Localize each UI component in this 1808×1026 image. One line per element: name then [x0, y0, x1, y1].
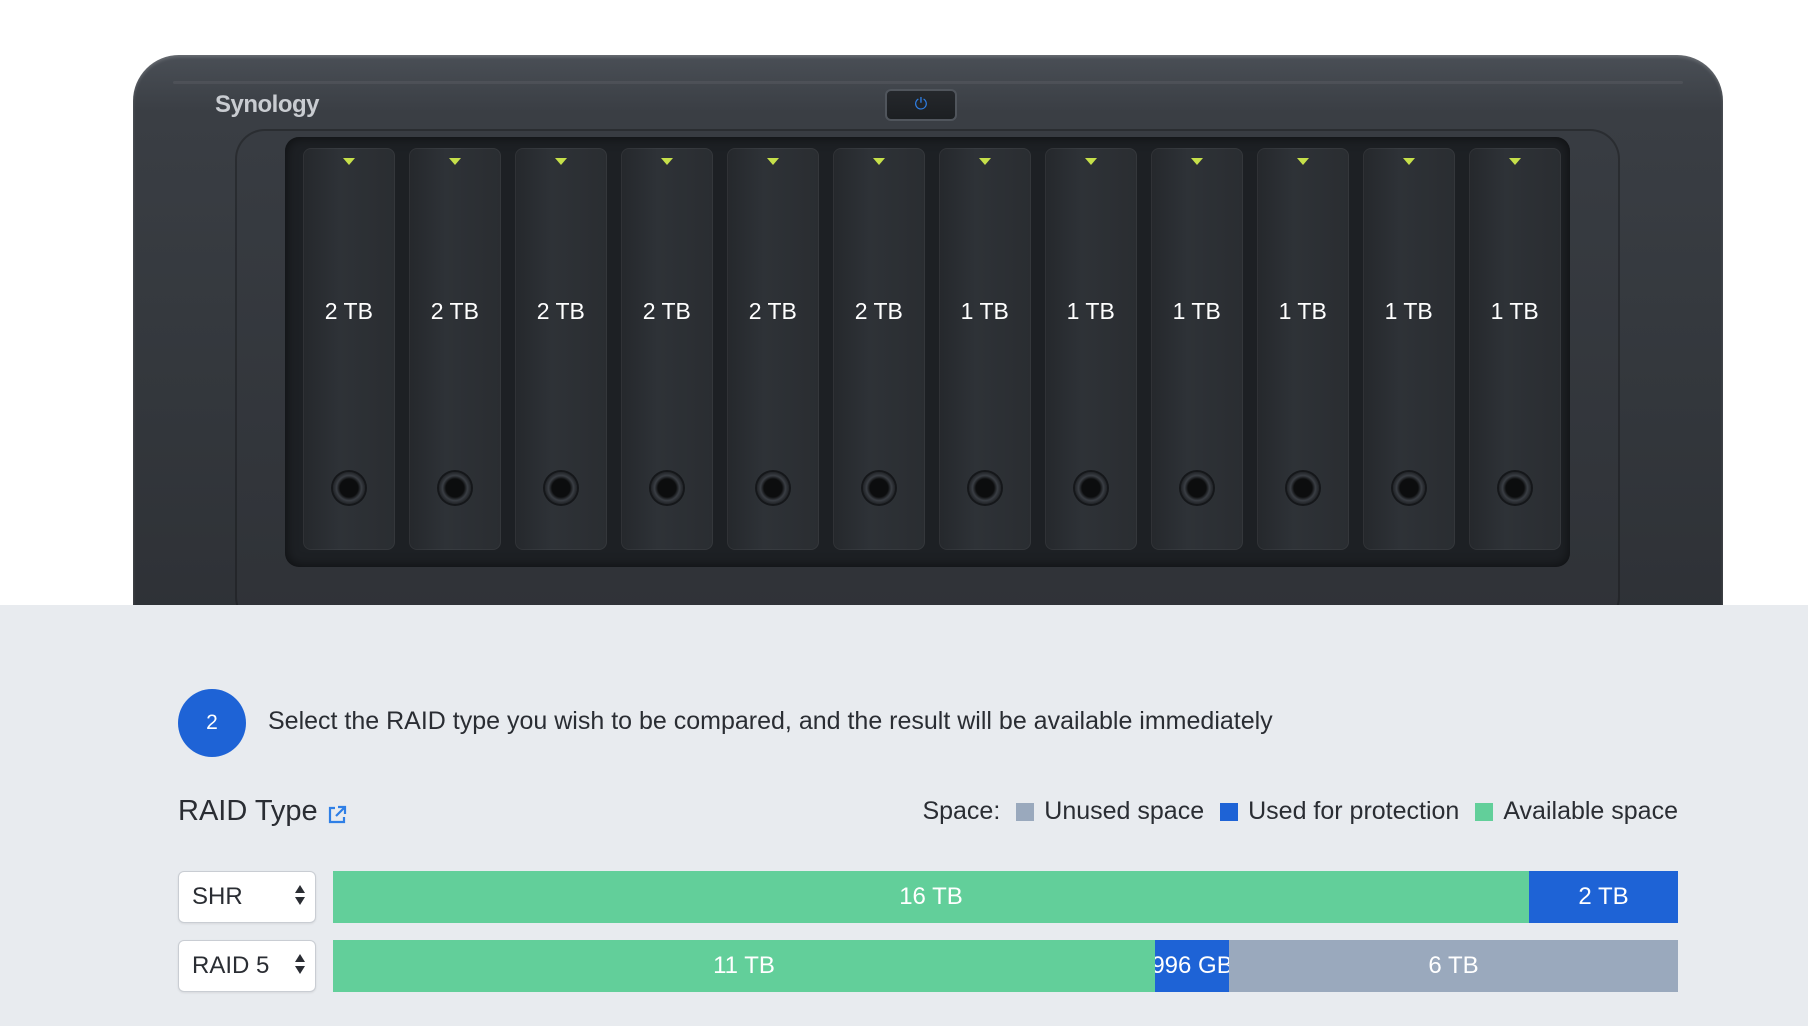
legend-item-unused: Unused space	[1044, 797, 1205, 825]
legend-label: Space:	[922, 797, 1001, 825]
drive-bay: 1 TB	[938, 148, 1031, 550]
space-legend: Space: Unused space Used for protection …	[922, 797, 1678, 826]
legend-item-available: Available space	[1503, 797, 1678, 825]
capacity-bar: 16 TB 2 TB	[333, 871, 1678, 923]
tray-lock-icon	[650, 472, 683, 504]
capacity-segment-protection: 996 GB	[1155, 940, 1229, 992]
drive-capacity-label: 2 TB	[642, 298, 691, 324]
tray-lock-icon	[862, 472, 895, 504]
power-button: ⏻	[885, 89, 957, 121]
drive-bay: 1 TB	[1044, 148, 1137, 550]
raid-panel: 2 Select the RAID type you wish to be co…	[0, 605, 1808, 1026]
drive-capacity-label: 1 TB	[1066, 298, 1115, 324]
status-led-icon	[660, 158, 673, 165]
legend-swatch-available	[1475, 802, 1494, 821]
drive-bay: 2 TB	[726, 148, 819, 550]
external-link-icon[interactable]	[326, 801, 348, 823]
drive-bay: 1 TB	[1150, 148, 1243, 550]
brand-logo: Synology	[215, 91, 320, 118]
step-instruction: Select the RAID type you wish to be comp…	[268, 707, 1273, 735]
capacity-segment-available: 11 TB	[333, 940, 1155, 992]
status-led-icon	[1402, 158, 1415, 165]
status-led-icon	[554, 158, 567, 165]
status-led-icon	[766, 158, 779, 165]
status-led-icon	[872, 158, 885, 165]
tray-lock-icon	[1074, 472, 1107, 504]
legend-swatch-unused	[1016, 802, 1035, 821]
drive-bay: 1 TB	[1362, 148, 1455, 550]
drive-capacity-label: 2 TB	[324, 298, 373, 324]
status-led-icon	[1296, 158, 1309, 165]
raid-type-select[interactable]: RAID 5	[178, 940, 316, 992]
drive-bay: 2 TB	[514, 148, 607, 550]
legend-swatch-protection	[1220, 802, 1239, 821]
drive-capacity-label: 2 TB	[748, 298, 797, 324]
tray-lock-icon	[1180, 472, 1213, 504]
raid-type-heading: RAID Type	[178, 795, 348, 828]
capacity-segment-unused: 6 TB	[1229, 940, 1678, 992]
drive-capacity-label: 1 TB	[1172, 298, 1221, 324]
select-arrows-icon	[295, 954, 305, 974]
step-number-badge: 2	[178, 689, 246, 757]
capacity-segment-available: 16 TB	[333, 871, 1529, 923]
raid-type-select[interactable]: SHR	[178, 871, 316, 923]
raid-type-title: RAID Type	[178, 795, 318, 827]
chassis-highlight	[173, 81, 1683, 84]
capacity-segment-protection: 2 TB	[1529, 871, 1678, 923]
status-led-icon	[448, 158, 461, 165]
raid-row-raid5: RAID 5 11 TB 996 GB 6 TB	[178, 940, 1678, 992]
status-led-icon	[1508, 158, 1521, 165]
drive-bays: 2 TB 2 TB 2 TB 2 TB 2 TB 2 TB 1 TB 1 TB 1 TB 1 TB…	[303, 148, 1563, 558]
drive-bay: 2 TB	[303, 148, 395, 550]
status-led-icon	[342, 158, 355, 165]
drive-capacity-label: 1 TB	[1384, 298, 1433, 324]
drive-capacity-label: 2 TB	[536, 298, 585, 324]
drive-capacity-label: 1 TB	[1490, 298, 1539, 324]
drive-capacity-label: 1 TB	[960, 298, 1009, 324]
drive-capacity-label: 1 TB	[1278, 298, 1327, 324]
capacity-bar: 11 TB 996 GB 6 TB	[333, 940, 1678, 992]
raid-row-shr: SHR 16 TB 2 TB	[178, 871, 1678, 923]
drive-capacity-label: 2 TB	[430, 298, 479, 324]
drive-bay: 1 TB	[1256, 148, 1349, 550]
status-led-icon	[1190, 158, 1203, 165]
tray-lock-icon	[1498, 472, 1531, 504]
drive-bay: 2 TB	[620, 148, 713, 550]
status-led-icon	[1084, 158, 1097, 165]
tray-lock-icon	[1286, 472, 1319, 504]
drive-bay: 2 TB	[408, 148, 501, 550]
drive-bay: 1 TB	[1468, 148, 1561, 550]
raid-type-value: SHR	[192, 883, 243, 910]
nas-device-illustration: Synology ⏻ 2 TB 2 TB 2 TB 2 TB 2 TB 2 TB 1 TB 1…	[133, 55, 1723, 605]
tray-lock-icon	[756, 472, 789, 504]
select-arrows-icon	[295, 885, 305, 905]
tray-lock-icon	[438, 472, 471, 504]
tray-lock-icon	[332, 472, 365, 504]
drive-capacity-label: 2 TB	[854, 298, 903, 324]
drive-bay: 2 TB	[832, 148, 925, 550]
status-led-icon	[978, 158, 991, 165]
power-icon: ⏻	[914, 96, 928, 113]
legend-item-protection: Used for protection	[1248, 797, 1460, 825]
raid-type-value: RAID 5	[192, 952, 270, 979]
tray-lock-icon	[1392, 472, 1425, 504]
tray-lock-icon	[544, 472, 577, 504]
tray-lock-icon	[968, 472, 1001, 504]
